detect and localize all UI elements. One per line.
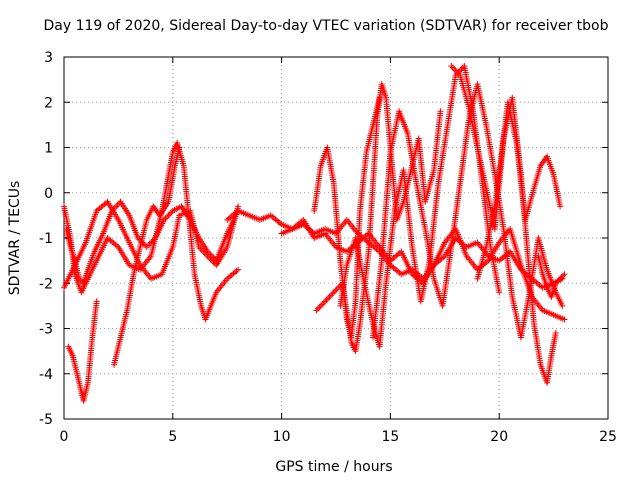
x-axis-label: GPS time / hours xyxy=(275,459,392,475)
data-point-marker xyxy=(176,144,183,151)
x-tick-labels: 0 5 10 15 20 25 xyxy=(60,429,617,445)
data-point-marker xyxy=(451,66,458,73)
data-point-marker xyxy=(552,330,559,337)
y-tick-label: -2 xyxy=(39,276,53,292)
data-point-marker xyxy=(165,212,172,219)
x-tick-label: 5 xyxy=(168,429,177,445)
data-point-marker xyxy=(317,302,324,309)
x-tick-label: 20 xyxy=(490,429,508,445)
data-point-marker xyxy=(327,292,334,299)
series-track-1 xyxy=(61,139,242,323)
data-point-marker xyxy=(316,304,323,311)
data-point-marker xyxy=(93,298,100,305)
data-point-marker xyxy=(454,69,461,76)
y-tick-label: -5 xyxy=(39,412,53,428)
x-tick-label: 10 xyxy=(273,429,291,445)
data-point-marker xyxy=(330,289,337,296)
data-point-marker xyxy=(143,244,150,251)
series-track-14 xyxy=(535,253,568,300)
series-track-13 xyxy=(474,99,564,282)
y-tick-label: 3 xyxy=(44,50,53,66)
data-point-marker xyxy=(329,290,336,297)
data-point-marker xyxy=(437,108,444,115)
data-point-marker xyxy=(319,301,326,308)
data-point-marker xyxy=(313,307,320,314)
data-point-marker xyxy=(458,66,465,73)
data-point-marker xyxy=(210,254,217,261)
grid xyxy=(64,57,608,419)
y-tick-label: 1 xyxy=(44,141,53,157)
y-tick-label: -1 xyxy=(39,231,53,247)
series-track-9 xyxy=(313,81,444,355)
data-point-marker xyxy=(452,67,459,74)
data-point-marker xyxy=(113,203,120,210)
data-point-marker xyxy=(561,316,568,323)
data-point-marker xyxy=(496,289,503,296)
data-point-marker xyxy=(207,251,214,258)
y-tick-label: 0 xyxy=(44,186,53,202)
data-point-marker xyxy=(561,271,568,278)
data-point-marker xyxy=(325,295,332,302)
series-track-8 xyxy=(311,94,383,341)
data-point-marker xyxy=(166,210,173,217)
series-track-4 xyxy=(65,298,100,404)
data-point-marker xyxy=(326,293,333,300)
y-axis-label: SDTVAR / TECUs xyxy=(7,181,23,296)
data-point-marker xyxy=(314,305,321,312)
data-point-marker xyxy=(448,63,455,70)
data-point-marker xyxy=(163,213,170,220)
y-tick-label: 2 xyxy=(44,95,53,111)
x-tick-label: 25 xyxy=(599,429,617,445)
data-point-marker xyxy=(323,296,330,303)
y-tick-label: -3 xyxy=(39,322,53,338)
data-point-marker xyxy=(449,64,456,71)
data-point-marker xyxy=(559,302,566,309)
series-track-5 xyxy=(111,144,183,368)
data-point-marker xyxy=(332,287,339,294)
series-track-10 xyxy=(337,63,503,350)
data-points xyxy=(61,63,568,404)
x-tick-label: 0 xyxy=(60,429,69,445)
x-tick-label: 15 xyxy=(381,429,399,445)
series-track-11 xyxy=(369,81,566,341)
y-tick-labels: -5 -4 -3 -2 -1 0 1 2 3 xyxy=(39,50,53,428)
data-point-marker xyxy=(235,266,242,273)
chart-title: Day 119 of 2020, Sidereal Day-to-day VTE… xyxy=(43,18,608,34)
data-point-marker xyxy=(208,253,215,260)
data-point-marker xyxy=(320,299,327,306)
data-point-marker xyxy=(333,286,340,293)
data-point-marker xyxy=(557,203,564,210)
series-track-3 xyxy=(63,198,242,287)
y-tick-label: -4 xyxy=(39,367,53,383)
data-point-marker xyxy=(322,298,329,305)
